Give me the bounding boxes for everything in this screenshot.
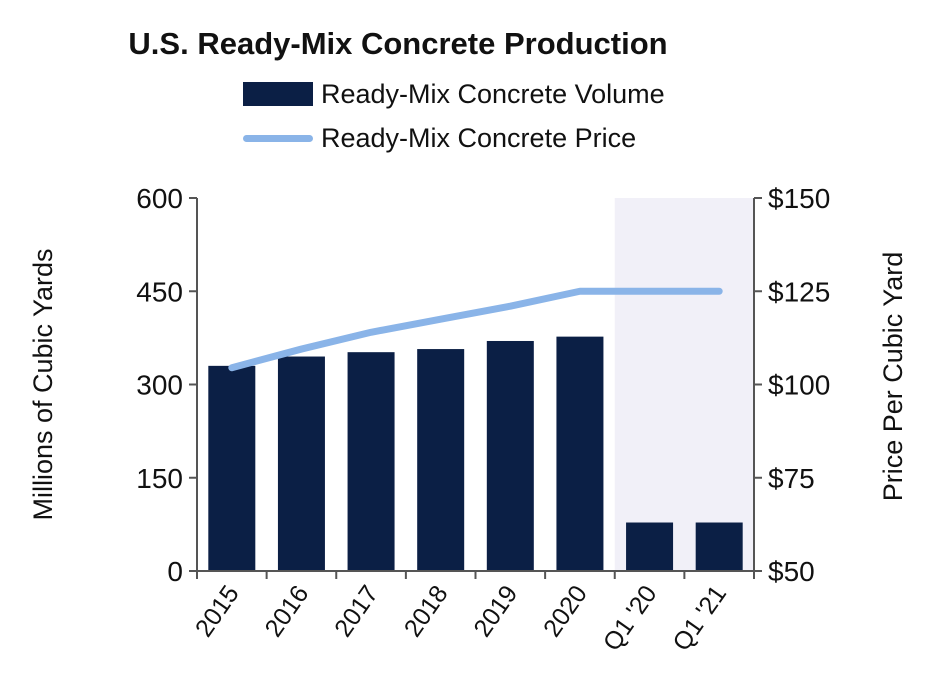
right-tick-label: $150 [768, 183, 830, 214]
x-tick-label: 2018 [399, 580, 454, 642]
right-tick-label: $125 [768, 276, 830, 307]
chart-title: U.S. Ready-Mix Concrete Production [128, 26, 668, 61]
bar-2019 [486, 340, 534, 571]
legend-item-volume: Ready-Mix Concrete Volume [243, 72, 665, 116]
x-tick-label: 2016 [260, 580, 315, 642]
x-tick-label: 2019 [468, 580, 523, 642]
bar-q1-20 [626, 522, 674, 571]
legend-label-price: Ready-Mix Concrete Price [321, 122, 637, 153]
y2-axis-title: Price Per Cubic Yard [878, 252, 908, 502]
left-tick-label: 150 [136, 463, 183, 494]
left-tick-label: 300 [136, 370, 183, 401]
left-tick-label: 600 [136, 183, 183, 214]
shaded-region [614, 198, 754, 571]
left-tick-label: 0 [167, 556, 183, 587]
legend: Ready-Mix Concrete Volume Ready-Mix Conc… [243, 72, 665, 160]
bar-2017 [347, 352, 395, 571]
right-tick-label: $100 [768, 370, 830, 401]
left-tick-label: 450 [136, 276, 183, 307]
bar-2016 [277, 356, 325, 571]
x-tick-label: Q1 '20 [598, 580, 663, 656]
x-tick-label: Q1 '21 [667, 580, 732, 656]
right-tick-label: $50 [768, 556, 815, 587]
x-tick-label: 2017 [329, 580, 384, 642]
bar-2018 [417, 349, 465, 571]
right-tick-label: $75 [768, 463, 815, 494]
bar-q1-21 [695, 522, 743, 571]
legend-item-price: Ready-Mix Concrete Price [243, 116, 665, 160]
x-tick-label: 2020 [538, 580, 593, 642]
legend-label-volume: Ready-Mix Concrete Volume [321, 78, 665, 109]
bar-2020 [556, 336, 604, 571]
bar-2015 [208, 365, 256, 571]
price-line [228, 287, 723, 372]
x-tick-label: 2015 [190, 580, 245, 642]
y-axis-title: Millions of Cubic Yards [28, 248, 58, 520]
legend-swatch-volume [243, 82, 313, 106]
legend-swatch-price [243, 134, 313, 142]
